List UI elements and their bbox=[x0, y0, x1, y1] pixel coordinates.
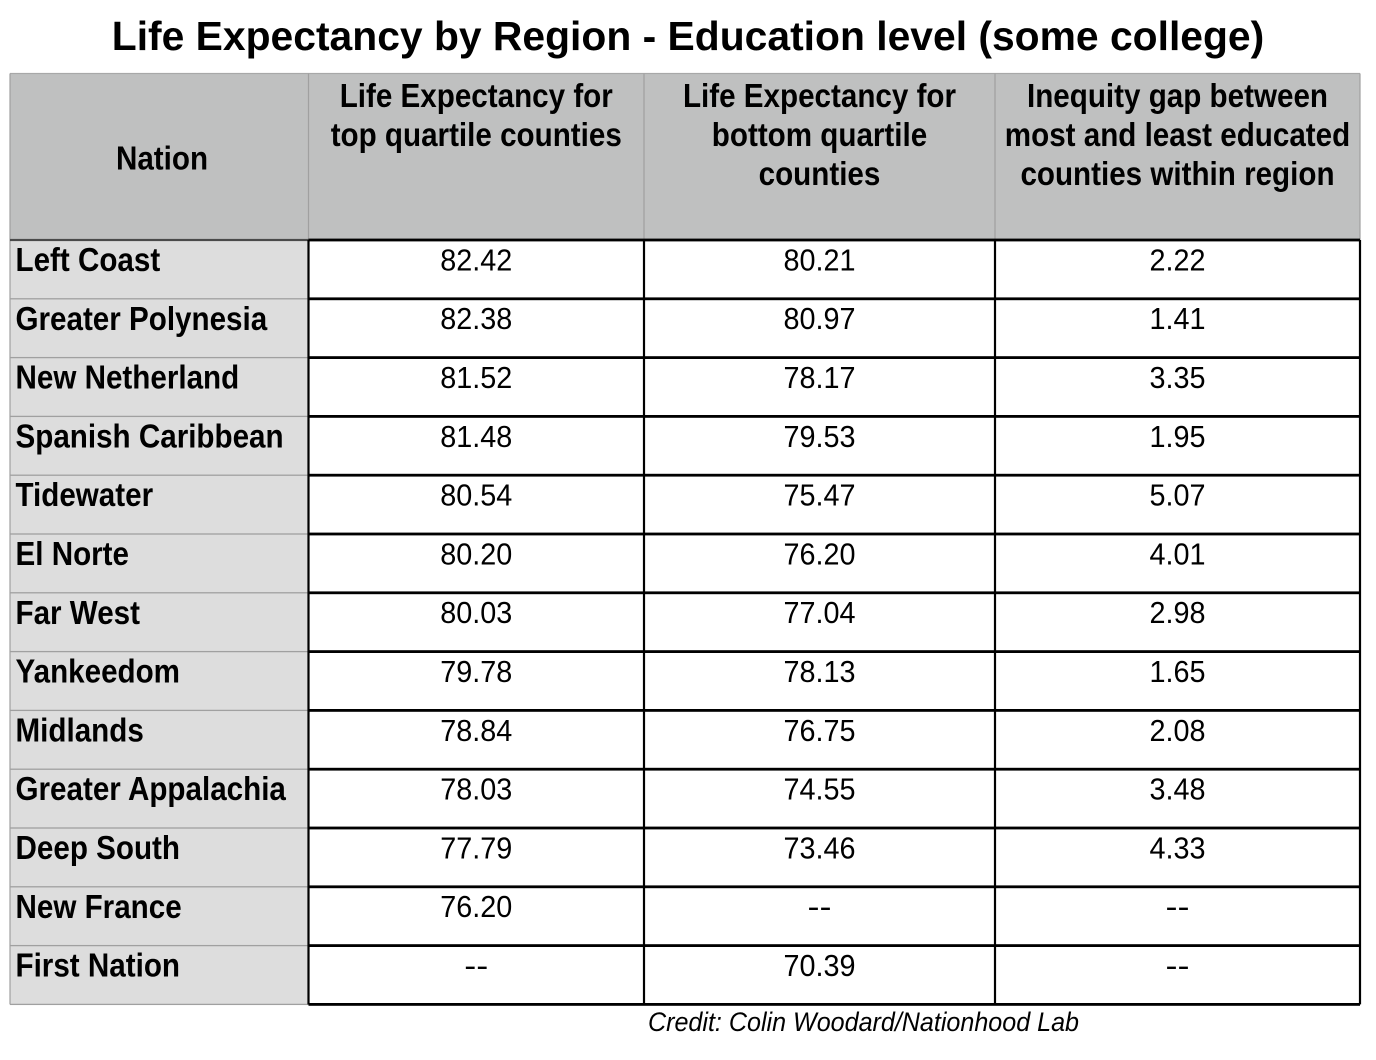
svg-text:73.46: 73.46 bbox=[784, 830, 856, 865]
svg-text:1.41: 1.41 bbox=[1150, 301, 1206, 336]
svg-text:75.47: 75.47 bbox=[784, 478, 856, 513]
svg-text:80.20: 80.20 bbox=[440, 536, 512, 571]
svg-text:bottom quartile: bottom quartile bbox=[712, 116, 927, 153]
svg-text:79.53: 79.53 bbox=[784, 419, 856, 454]
svg-text:1.95: 1.95 bbox=[1150, 419, 1206, 454]
svg-text:2.22: 2.22 bbox=[1150, 242, 1206, 277]
svg-text:New France: New France bbox=[16, 888, 182, 925]
svg-text:Nation: Nation bbox=[116, 140, 208, 177]
svg-text:2.08: 2.08 bbox=[1150, 713, 1206, 748]
svg-text:counties within region: counties within region bbox=[1020, 155, 1334, 192]
svg-text:Spanish Caribbean: Spanish Caribbean bbox=[16, 417, 284, 454]
svg-text:81.48: 81.48 bbox=[440, 419, 512, 454]
svg-text:Midlands: Midlands bbox=[16, 711, 144, 748]
svg-text:76.75: 76.75 bbox=[784, 713, 856, 748]
svg-text:Greater Appalachia: Greater Appalachia bbox=[16, 770, 287, 807]
svg-text:76.20: 76.20 bbox=[784, 536, 856, 571]
svg-text:2.98: 2.98 bbox=[1150, 595, 1206, 630]
svg-text:El Norte: El Norte bbox=[16, 535, 130, 572]
svg-text:1.65: 1.65 bbox=[1150, 654, 1206, 689]
svg-text:78.84: 78.84 bbox=[440, 713, 512, 748]
svg-text:Deep South: Deep South bbox=[16, 829, 181, 866]
svg-text:78.17: 78.17 bbox=[784, 360, 856, 395]
svg-text:--: -- bbox=[1166, 948, 1190, 983]
svg-text:82.38: 82.38 bbox=[440, 301, 512, 336]
svg-text:4.01: 4.01 bbox=[1150, 536, 1206, 571]
svg-text:Life Expectancy for: Life Expectancy for bbox=[683, 77, 956, 114]
svg-text:Life Expectancy by Region - Ed: Life Expectancy by Region - Education le… bbox=[112, 13, 1265, 59]
svg-text:--: -- bbox=[1166, 889, 1190, 924]
svg-text:74.55: 74.55 bbox=[784, 772, 856, 807]
svg-text:--: -- bbox=[464, 948, 488, 983]
svg-text:Life Expectancy for: Life Expectancy for bbox=[340, 77, 613, 114]
svg-text:5.07: 5.07 bbox=[1150, 478, 1206, 513]
svg-text:80.21: 80.21 bbox=[784, 242, 856, 277]
svg-text:77.04: 77.04 bbox=[784, 595, 856, 630]
svg-text:3.48: 3.48 bbox=[1150, 772, 1206, 807]
svg-text:79.78: 79.78 bbox=[440, 654, 512, 689]
svg-text:Credit: Colin Woodard/Nationho: Credit: Colin Woodard/Nationhood Lab bbox=[648, 1007, 1079, 1037]
svg-text:81.52: 81.52 bbox=[440, 360, 512, 395]
svg-text:78.03: 78.03 bbox=[440, 772, 512, 807]
svg-text:Far West: Far West bbox=[16, 594, 141, 631]
svg-text:New Netherland: New Netherland bbox=[16, 359, 240, 396]
svg-text:most and least educated: most and least educated bbox=[1005, 116, 1350, 153]
svg-text:Inequity gap between: Inequity gap between bbox=[1027, 77, 1328, 114]
svg-text:80.03: 80.03 bbox=[440, 595, 512, 630]
svg-text:Yankeedom: Yankeedom bbox=[16, 653, 181, 690]
svg-text:4.33: 4.33 bbox=[1150, 830, 1206, 865]
svg-text:76.20: 76.20 bbox=[440, 889, 512, 924]
svg-text:First Nation: First Nation bbox=[16, 947, 181, 984]
svg-text:80.97: 80.97 bbox=[784, 301, 856, 336]
svg-text:Left Coast: Left Coast bbox=[16, 241, 161, 278]
svg-text:70.39: 70.39 bbox=[784, 948, 856, 983]
svg-text:82.42: 82.42 bbox=[440, 242, 512, 277]
svg-text:3.35: 3.35 bbox=[1150, 360, 1206, 395]
svg-text:counties: counties bbox=[759, 155, 881, 192]
svg-text:77.79: 77.79 bbox=[440, 830, 512, 865]
svg-text:80.54: 80.54 bbox=[440, 478, 512, 513]
svg-text:--: -- bbox=[808, 889, 832, 924]
svg-text:Greater Polynesia: Greater Polynesia bbox=[16, 300, 268, 337]
svg-text:top quartile counties: top quartile counties bbox=[331, 116, 622, 153]
svg-text:78.13: 78.13 bbox=[784, 654, 856, 689]
svg-text:Tidewater: Tidewater bbox=[16, 476, 154, 513]
